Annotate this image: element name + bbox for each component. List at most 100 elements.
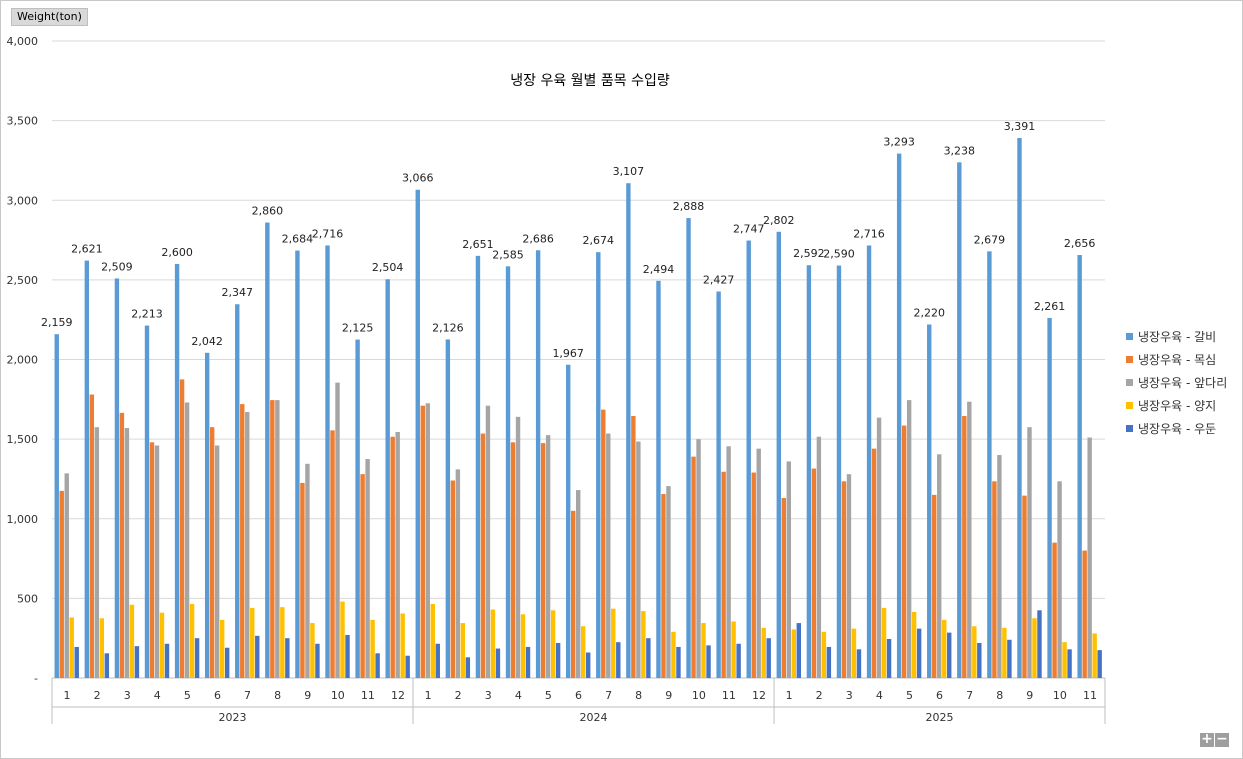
bar [616, 642, 621, 678]
x-tick-label: 5 [184, 689, 191, 702]
y-tick-label: 500 [17, 592, 38, 605]
bar [876, 417, 882, 678]
bar [119, 412, 125, 678]
bar [856, 649, 862, 678]
bar [124, 427, 130, 678]
data-label: 2,504 [372, 261, 404, 274]
bar [505, 266, 511, 678]
bar [265, 222, 270, 679]
data-label: 2,427 [703, 274, 735, 287]
x-tick-label: 2 [455, 689, 462, 702]
x-tick-label: 6 [575, 689, 582, 702]
x-tick-label: 7 [966, 689, 973, 702]
data-label: 2,621 [71, 243, 103, 256]
bar [716, 291, 721, 678]
bar [219, 619, 225, 678]
legend-label: 냉장우육 - 앞다리 [1138, 376, 1228, 390]
bar [1047, 317, 1052, 678]
bar [806, 265, 812, 678]
bar [280, 607, 285, 678]
bar [1067, 649, 1072, 678]
bar [209, 427, 215, 678]
legend-item: 냉장우육 - 앞다리 [1126, 371, 1227, 394]
data-label: 2,347 [222, 286, 254, 299]
x-axis: 1 2 3 4 5 6 7 8 9 10 11 12 1 2 3 4 5 6 7 8 9 10 11 12 1 2 3 4 5 6 7 8 9 1… [51, 678, 1106, 724]
bar [465, 657, 471, 678]
bar [962, 416, 967, 678]
bar [325, 245, 330, 679]
data-label: 2,590 [823, 248, 855, 261]
legend-label: 냉장우육 - 양지 [1138, 399, 1217, 413]
bar [911, 611, 917, 678]
bar [184, 402, 190, 678]
bar [425, 403, 430, 678]
bar [947, 632, 952, 678]
bar [1052, 542, 1057, 678]
bar [581, 626, 586, 678]
bar [69, 617, 74, 678]
zoom-in-button[interactable]: + [1200, 731, 1214, 747]
data-label: 2,213 [131, 308, 163, 321]
bar [811, 468, 817, 678]
bar [315, 643, 320, 678]
bar [571, 510, 576, 678]
bar [510, 442, 516, 678]
bar [821, 631, 827, 678]
data-label: 2,888 [673, 200, 705, 213]
x-tick-label: 4 [154, 689, 161, 702]
bar [766, 638, 771, 678]
bar [916, 628, 922, 678]
legend-item: 냉장우육 - 갈비 [1126, 325, 1227, 348]
data-label: 3,293 [883, 136, 915, 149]
bar [430, 603, 435, 678]
bar [721, 471, 726, 678]
bar [646, 638, 651, 678]
bar [736, 643, 741, 678]
x-tick-label: 12 [752, 689, 766, 702]
bar [896, 153, 902, 679]
bar [495, 648, 501, 678]
legend-swatch [1126, 425, 1133, 432]
bar [776, 231, 781, 678]
bar [520, 614, 526, 678]
bar [235, 304, 240, 678]
bar [1077, 255, 1082, 679]
data-label: 1,967 [552, 347, 584, 360]
y-tick-label: 1,000 [7, 513, 39, 526]
y-tick-label: 3,000 [7, 194, 39, 207]
bar [129, 604, 135, 678]
bar [435, 643, 440, 678]
bar [866, 245, 872, 679]
x-tick-label: 3 [846, 689, 853, 702]
y-axis: - 500 1,000 1,500 2,000 2,500 3,000 3,500 4,000 [7, 35, 39, 685]
data-label: 2,509 [101, 260, 133, 273]
y-tick-label: - [34, 672, 38, 685]
bar [576, 490, 581, 678]
zoom-out-button[interactable]: − [1215, 731, 1229, 747]
bar [370, 619, 375, 678]
bar [99, 618, 105, 678]
data-label: 2,042 [191, 335, 223, 348]
bar [1007, 639, 1012, 678]
bar [224, 647, 230, 678]
bar [666, 486, 671, 678]
bar [340, 601, 345, 678]
data-label: 2,716 [853, 227, 885, 240]
bar [566, 364, 571, 678]
bar [490, 609, 496, 678]
bar [390, 436, 395, 678]
bar [761, 627, 766, 678]
data-label: 3,066 [402, 172, 434, 185]
bar [1022, 495, 1027, 678]
bar [957, 162, 962, 678]
bar [791, 629, 796, 678]
data-label: 2,651 [462, 238, 494, 251]
bar [731, 621, 736, 678]
bar [300, 482, 305, 678]
data-label: 2,860 [252, 205, 284, 218]
data-label: 2,684 [282, 233, 314, 246]
bar [250, 607, 255, 678]
bar [405, 655, 410, 678]
bar [345, 635, 350, 678]
x-tick-label: 8 [274, 689, 281, 702]
